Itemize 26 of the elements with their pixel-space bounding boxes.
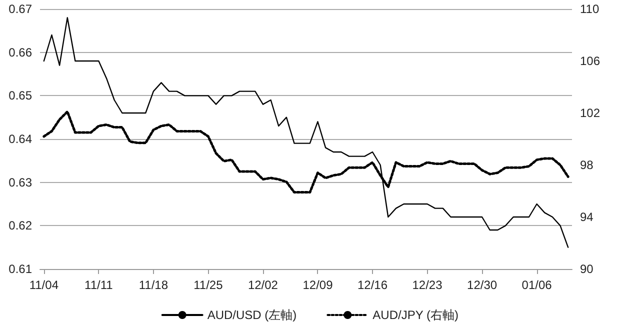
y2-tick-label: 102: [580, 106, 600, 120]
y-tick-label: 0.61: [8, 262, 32, 276]
x-tick-label: 12/02: [248, 278, 278, 292]
x-tick-label: 12/16: [357, 278, 388, 292]
y2-tick-label: 90: [580, 262, 594, 276]
y-tick-label: 0.67: [8, 2, 32, 16]
y-tick-label: 0.65: [8, 88, 32, 103]
x-tick-label: 11/11: [84, 278, 114, 292]
legend-label: AUD/USD (左軸): [207, 308, 297, 322]
y2-tick-label: 98: [580, 158, 594, 172]
x-tick-label: 12/30: [467, 278, 498, 292]
y2-tick-label: 106: [580, 54, 600, 68]
y-tick-label: 0.64: [8, 132, 32, 146]
line-series: [43, 17, 569, 248]
y-tick-label: 0.66: [8, 45, 32, 60]
x-tick-label: 12/09: [302, 278, 334, 292]
y2-tick-label: 94: [580, 210, 594, 224]
x-tick-label: 01/06: [522, 278, 552, 292]
legend-label: AUD/JPY (右軸): [372, 308, 458, 322]
x-tick-label: 11/04: [29, 278, 59, 292]
x-tick-label: 12/23: [412, 278, 443, 292]
y-tick-label: 0.62: [8, 218, 32, 233]
y2-tick-label: 110: [580, 2, 600, 16]
y-tick-label: 0.63: [8, 175, 32, 190]
x-tick-label: 11/18: [138, 278, 168, 292]
x-tick-label: 11/25: [194, 278, 224, 292]
